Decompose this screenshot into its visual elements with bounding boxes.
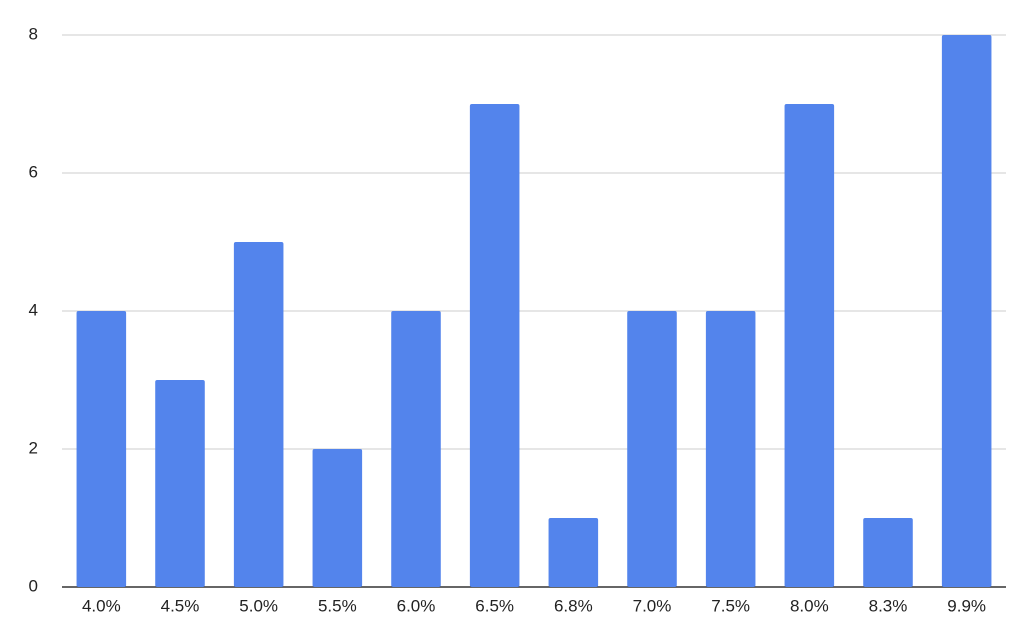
bar <box>863 518 913 587</box>
x-tick-label: 6.0% <box>397 596 436 615</box>
bar <box>627 311 677 587</box>
bar <box>312 449 363 587</box>
y-tick-label: 2 <box>29 438 38 457</box>
y-tick-label: 8 <box>29 24 38 43</box>
bar <box>784 104 835 587</box>
x-tick-label: 4.5% <box>161 596 200 615</box>
x-tick-label: 7.0% <box>633 596 672 615</box>
x-tick-label: 4.0% <box>82 596 121 615</box>
x-tick-label: 5.0% <box>239 596 278 615</box>
x-tick-label: 8.3% <box>869 596 908 615</box>
bar <box>705 311 756 587</box>
bar <box>548 518 599 587</box>
bar <box>391 311 441 587</box>
y-tick-label: 6 <box>29 162 38 181</box>
bar <box>233 242 284 587</box>
bar <box>941 35 992 587</box>
y-tick-label: 4 <box>29 300 38 319</box>
bar <box>469 104 520 587</box>
x-tick-label: 6.8% <box>554 596 593 615</box>
x-tick-label: 7.5% <box>711 596 750 615</box>
x-tick-label: 6.5% <box>475 596 514 615</box>
bar <box>76 311 127 587</box>
x-tick-label: 9.9% <box>947 596 986 615</box>
bar <box>155 380 205 587</box>
y-tick-label: 0 <box>29 576 38 595</box>
x-tick-label: 5.5% <box>318 596 357 615</box>
x-tick-label: 8.0% <box>790 596 829 615</box>
